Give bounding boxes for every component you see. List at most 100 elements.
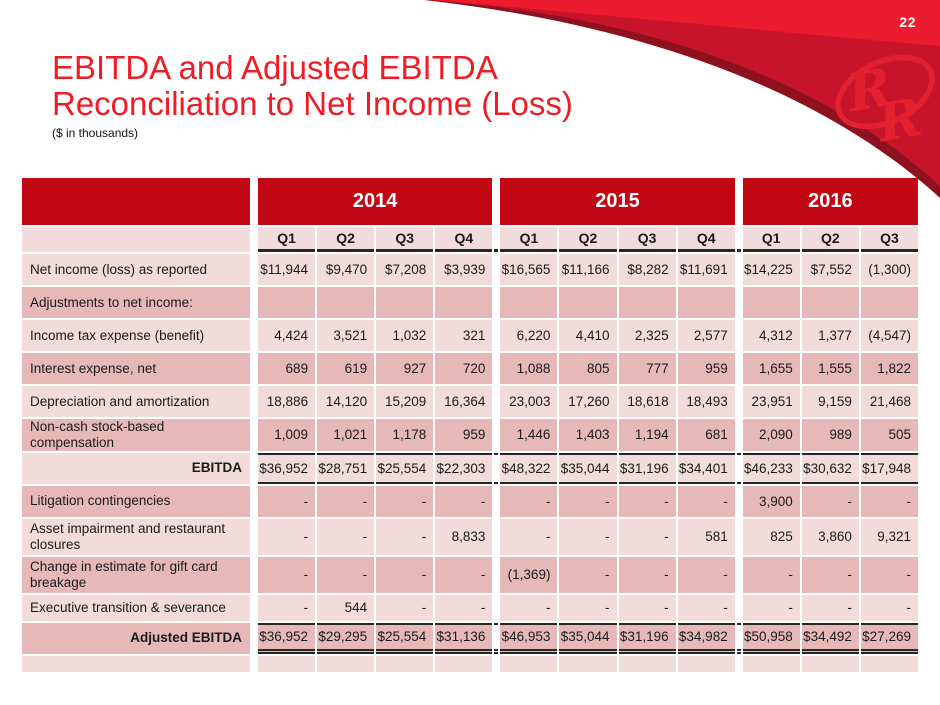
column-gap xyxy=(494,622,499,654)
cell-2014-q2: 1,021 xyxy=(317,419,375,451)
column-gap xyxy=(252,287,256,318)
cell-2015-q1: 1,446 xyxy=(500,419,558,451)
cell-2014-q4: 959 xyxy=(435,419,493,451)
cell-2016-q1: $50,958 xyxy=(742,622,800,654)
cell-2015-q2: - xyxy=(559,556,617,593)
column-gap xyxy=(494,518,499,555)
cell-2015-q3: $31,196 xyxy=(618,622,676,654)
cell-2014-q4: - xyxy=(435,485,493,517)
table-row: Non-cash stock-based compensation 1,009 … xyxy=(22,419,918,451)
cell-2016-q2: 989 xyxy=(801,419,859,451)
cell-2014-q3: 1,032 xyxy=(376,320,434,351)
cell-2016-q3 xyxy=(860,655,918,672)
column-gap xyxy=(252,655,256,672)
column-gap xyxy=(252,254,256,285)
cell-2015-q2: - xyxy=(559,518,617,555)
cell-2016-q2: 1,377 xyxy=(801,320,859,351)
cell-2015-q4: - xyxy=(677,556,735,593)
cell-2015-q2: 4,410 xyxy=(559,320,617,351)
cell-2016-q3: 1,822 xyxy=(860,353,918,384)
title-line-2: Reconciliation to Net Income (Loss) xyxy=(52,85,573,123)
column-gap xyxy=(494,353,499,384)
cell-2014-q3: 927 xyxy=(376,353,434,384)
cell-2016-q2: 9,159 xyxy=(801,386,859,417)
cell-2015-q3: 1,194 xyxy=(618,419,676,451)
cell-2016-q2: $7,552 xyxy=(801,254,859,285)
cell-2015-q2: $11,166 xyxy=(559,254,617,285)
cell-2015-q3: $31,196 xyxy=(618,452,676,484)
cell-2015-q1: (1,369) xyxy=(500,556,558,593)
table-row: EBITDA $36,952 $28,751 $25,554 $22,303 $… xyxy=(22,452,918,484)
row-label xyxy=(22,655,250,672)
column-gap xyxy=(736,254,741,285)
cell-2016-q2: - xyxy=(801,556,859,593)
year-header-2016: 2016 xyxy=(742,178,918,225)
cell-2014-q3: - xyxy=(376,556,434,593)
year-header-row: 2014 2015 2016 xyxy=(22,178,918,225)
quarter-header: Q3 xyxy=(860,227,918,252)
quarter-header: Q4 xyxy=(677,227,735,252)
cell-2015-q1: - xyxy=(500,594,558,621)
cell-2016-q2: 3,860 xyxy=(801,518,859,555)
cell-2015-q1: - xyxy=(500,518,558,555)
column-gap xyxy=(736,353,741,384)
cell-2016-q1: - xyxy=(742,594,800,621)
column-gap xyxy=(252,452,256,484)
table-row: Interest expense, net 689 619 927 720 1,… xyxy=(22,353,918,384)
cell-2016-q1: 4,312 xyxy=(742,320,800,351)
cell-2015-q2: $35,044 xyxy=(559,622,617,654)
column-gap xyxy=(494,254,499,285)
table-row: Depreciation and amortization 18,886 14,… xyxy=(22,386,918,417)
cell-2015-q4: - xyxy=(677,485,735,517)
quarter-header: Q2 xyxy=(801,227,859,252)
table-row: Asset impairment and restaurant closures… xyxy=(22,518,918,555)
column-gap xyxy=(494,556,499,593)
column-gap xyxy=(494,485,499,517)
column-gap xyxy=(494,655,499,672)
quarter-header: Q1 xyxy=(742,227,800,252)
cell-2015-q4 xyxy=(677,655,735,672)
cell-2016-q3: 505 xyxy=(860,419,918,451)
cell-2016-q3: $27,269 xyxy=(860,622,918,654)
cell-2016-q3 xyxy=(860,287,918,318)
cell-2016-q3: 21,468 xyxy=(860,386,918,417)
row-label: Executive transition & severance xyxy=(22,594,250,621)
cell-2015-q2: 1,403 xyxy=(559,419,617,451)
cell-2015-q3: $8,282 xyxy=(618,254,676,285)
column-gap xyxy=(494,287,499,318)
row-label: Net income (loss) as reported xyxy=(22,254,250,285)
reconciliation-table: 2014 2015 2016 Q1 Q2 Q3 Q4 Q1 Q2 Q3 Q4 Q… xyxy=(22,178,918,674)
column-gap xyxy=(252,594,256,621)
column-gap xyxy=(736,320,741,351)
column-gap xyxy=(736,622,741,654)
cell-2014-q4 xyxy=(435,287,493,318)
cell-2015-q1: $48,322 xyxy=(500,452,558,484)
column-gap xyxy=(252,622,256,654)
column-gap xyxy=(252,556,256,593)
quarter-header: Q1 xyxy=(258,227,316,252)
column-gap xyxy=(252,386,256,417)
column-gap xyxy=(736,287,741,318)
cell-2015-q4 xyxy=(677,287,735,318)
column-gap xyxy=(252,419,256,451)
cell-2014-q3: $7,208 xyxy=(376,254,434,285)
cell-2016-q1: - xyxy=(742,556,800,593)
cell-2015-q4: - xyxy=(677,594,735,621)
cell-2014-q3: - xyxy=(376,518,434,555)
cell-2015-q2: 805 xyxy=(559,353,617,384)
cell-2016-q1: $46,233 xyxy=(742,452,800,484)
cell-2014-q2: 619 xyxy=(317,353,375,384)
cell-2016-q3: - xyxy=(860,485,918,517)
subtitle: ($ in thousands) xyxy=(52,125,139,140)
cell-2015-q1: - xyxy=(500,485,558,517)
cell-2014-q2: $29,295 xyxy=(317,622,375,654)
column-gap xyxy=(736,178,741,225)
cell-2016-q3: $17,948 xyxy=(860,452,918,484)
cell-2015-q3: 18,618 xyxy=(618,386,676,417)
cell-2015-q2: - xyxy=(559,485,617,517)
cell-2015-q4: $34,401 xyxy=(677,452,735,484)
cell-2015-q1 xyxy=(500,287,558,318)
cell-2015-q3 xyxy=(618,655,676,672)
table-row: Executive transition & severance - 544 -… xyxy=(22,594,918,621)
